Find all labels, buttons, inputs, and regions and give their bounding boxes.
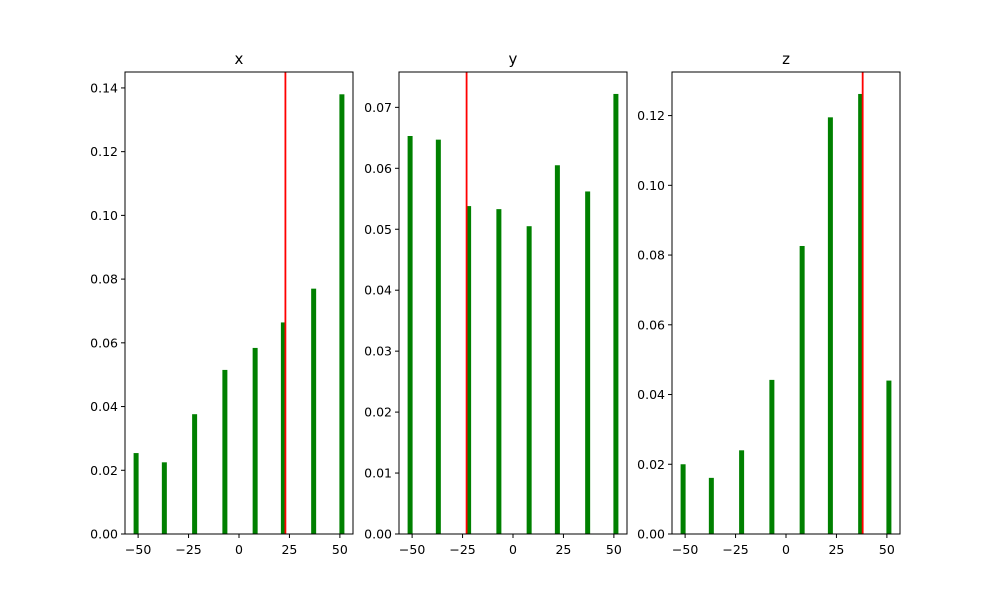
x-tick-label: 50 bbox=[879, 542, 895, 557]
x-tick-label: 50 bbox=[332, 542, 348, 557]
y-axis: 0.00 0.02 0.04 0.06 0.08 0.10 0.12 0.14 bbox=[90, 80, 125, 542]
y-tick-label: 0.00 bbox=[90, 527, 118, 542]
y-tick-label: 0.04 bbox=[90, 399, 118, 414]
y-tick-label: 0.02 bbox=[637, 457, 665, 472]
bar bbox=[554, 165, 560, 534]
bar bbox=[466, 206, 472, 534]
y-axis: 0.00 0.02 0.04 0.06 0.08 0.10 0.12 bbox=[637, 108, 672, 542]
y-tick-label: 0.05 bbox=[364, 222, 392, 237]
y-tick-label: 0.12 bbox=[90, 144, 118, 159]
x-tick-label: 50 bbox=[606, 542, 622, 557]
y-tick-label: 0.08 bbox=[90, 272, 118, 287]
x-tick-label: −50 bbox=[125, 542, 151, 557]
bar bbox=[133, 453, 139, 534]
y-tick-label: 0.04 bbox=[637, 387, 665, 402]
bar-group bbox=[407, 93, 619, 535]
axes-frame bbox=[671, 71, 901, 535]
y-tick-label: 0.06 bbox=[637, 317, 665, 332]
bar bbox=[339, 94, 345, 534]
y-tick-label: 0.10 bbox=[637, 178, 665, 193]
bar bbox=[739, 450, 745, 534]
subplot-title: x bbox=[235, 50, 244, 68]
y-tick-label: 0.01 bbox=[364, 466, 392, 481]
bar bbox=[613, 93, 619, 534]
bar bbox=[858, 93, 864, 534]
y-axis: 0.00 0.01 0.02 0.03 0.04 0.05 0.06 0.07 bbox=[364, 100, 399, 542]
subplot-x: x −50 −25 0 25 50 0.000.020.040.060.080.100.… bbox=[90, 50, 354, 557]
y-tick-label: 0.04 bbox=[364, 283, 392, 298]
x-tick-label: 0 bbox=[235, 542, 243, 557]
subplot-y: y −50 −25 0 25 50 0.000.010.020.030.040.050.… bbox=[364, 50, 628, 557]
bar bbox=[769, 379, 775, 534]
subplot-title: y bbox=[509, 50, 518, 68]
y-tick-label: 0.14 bbox=[90, 80, 118, 95]
x-axis: −50 −25 0 25 50 bbox=[399, 534, 622, 557]
bar bbox=[252, 347, 258, 534]
bar bbox=[161, 462, 167, 534]
x-tick-label: −25 bbox=[449, 542, 475, 557]
axes-frame bbox=[124, 71, 354, 535]
x-tick-label: 25 bbox=[555, 542, 571, 557]
bar bbox=[496, 209, 502, 534]
x-tick-label: −25 bbox=[175, 542, 201, 557]
bar bbox=[680, 464, 686, 534]
bar bbox=[222, 369, 228, 534]
y-tick-label: 0.02 bbox=[90, 463, 118, 478]
y-tick-label: 0.00 bbox=[364, 527, 392, 542]
x-tick-label: −25 bbox=[722, 542, 748, 557]
x-tick-label: 25 bbox=[828, 542, 844, 557]
y-tick-label: 0.06 bbox=[90, 335, 118, 350]
y-tick-label: 0.03 bbox=[364, 344, 392, 359]
bar-group bbox=[680, 93, 892, 534]
bar bbox=[886, 380, 892, 534]
y-tick-label: 0.02 bbox=[364, 405, 392, 420]
bar bbox=[435, 139, 441, 534]
bar bbox=[192, 414, 198, 534]
bar bbox=[280, 322, 286, 534]
x-tick-label: −50 bbox=[672, 542, 698, 557]
bar-group bbox=[133, 94, 345, 534]
x-axis: −50 −25 0 25 50 bbox=[672, 534, 895, 557]
y-tick-label: 0.10 bbox=[90, 208, 118, 223]
bar bbox=[708, 477, 714, 534]
x-tick-label: 0 bbox=[782, 542, 790, 557]
subplot-z: z −50 −25 0 25 50 0.000.020.040.060.080.100.… bbox=[637, 50, 901, 557]
x-tick-label: −50 bbox=[399, 542, 425, 557]
x-axis: −50 −25 0 25 50 bbox=[125, 534, 348, 557]
axes-frame bbox=[398, 71, 628, 535]
bar bbox=[799, 245, 805, 534]
bar bbox=[311, 288, 317, 534]
y-tick-label: 0.08 bbox=[637, 248, 665, 263]
y-tick-label: 0.07 bbox=[364, 100, 392, 115]
subplot-title: z bbox=[782, 50, 790, 68]
bar bbox=[585, 191, 591, 535]
x-tick-label: 0 bbox=[509, 542, 517, 557]
y-tick-label: 0.12 bbox=[637, 108, 665, 123]
bar bbox=[827, 117, 833, 534]
y-tick-label: 0.00 bbox=[637, 527, 665, 542]
bar bbox=[407, 135, 413, 534]
x-tick-label: 25 bbox=[281, 542, 297, 557]
bar bbox=[526, 226, 532, 534]
y-tick-label: 0.06 bbox=[364, 161, 392, 176]
